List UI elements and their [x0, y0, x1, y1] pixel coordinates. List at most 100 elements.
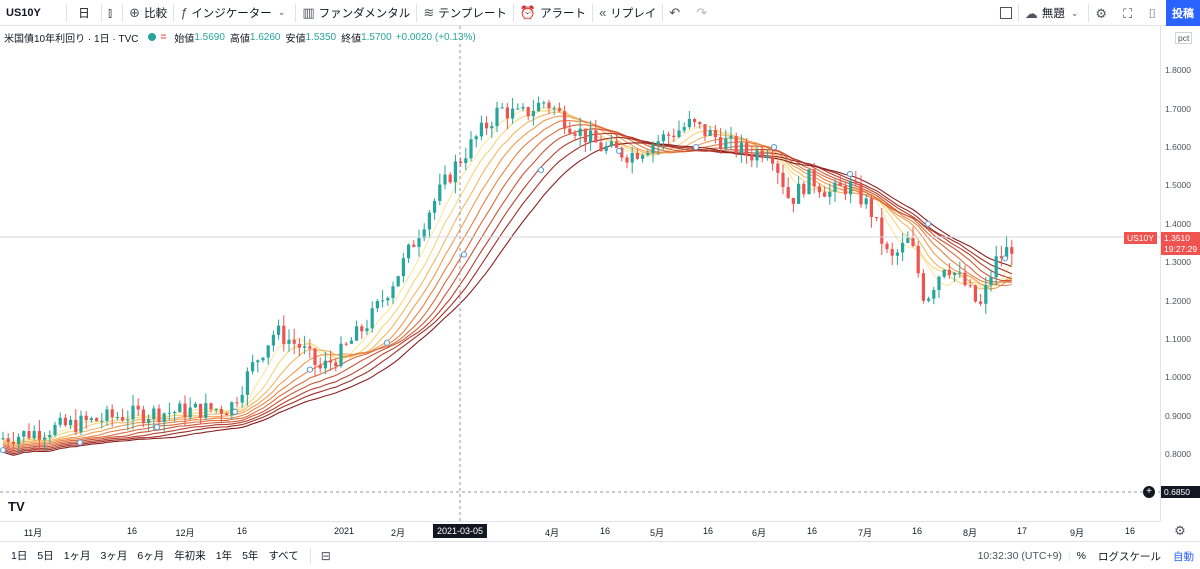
clock[interactable]: 10:32:30 (UTC+9)	[977, 550, 1062, 562]
series-legend: 米国債10年利回り · 1日 · TVC = 始値 1.5690 高値 1.6260…	[4, 30, 476, 45]
candle-body	[687, 119, 691, 128]
layout-name-button[interactable]: ☁ 無題 ⌄	[1019, 0, 1089, 26]
symbol-search[interactable]: US10Y	[6, 6, 41, 19]
price-tick-label: 1.8000	[1165, 65, 1191, 76]
price-chart[interactable]: TV	[0, 26, 1160, 521]
square-icon	[999, 7, 1012, 19]
candle-body	[854, 181, 858, 184]
indicators-button[interactable]: ƒ インジケーター ⌄	[174, 0, 295, 26]
candle-body	[880, 217, 884, 244]
candle-body	[370, 308, 374, 329]
range-button[interactable]: 5年	[242, 550, 259, 562]
candle-body	[937, 276, 941, 291]
time-tick-label: 9月	[1069, 528, 1085, 538]
candle-body	[755, 150, 759, 161]
range-button[interactable]: 1年	[215, 550, 233, 562]
chart-type-button[interactable]: ⫾	[102, 0, 122, 26]
publish-button[interactable]: 投稿	[1166, 0, 1200, 26]
price-axis[interactable]: 1.8000 1.7000 1.6000 1.5000 1.4000 1.3000 1.20…	[1160, 26, 1200, 521]
range-button[interactable]: 1ヶ月	[63, 550, 91, 562]
close-value: 1.5700	[361, 31, 392, 43]
candle-body	[994, 256, 998, 278]
redo-icon: ↷	[696, 5, 708, 20]
candle-body	[651, 144, 655, 154]
candle-body	[464, 158, 468, 164]
time-axis[interactable]: 11月 16 12月 16 2021 2月 16 4月 16 5月 16 6月 16 7月 16 8月 17 9月…	[0, 521, 1160, 541]
candlestick-series	[1, 96, 1014, 454]
price-tick-label: 0.8000	[1165, 449, 1191, 459]
candle-body	[557, 108, 561, 112]
candle-body	[516, 108, 520, 110]
template-icon: ≋	[423, 5, 435, 20]
divider	[1088, 4, 1090, 22]
candle-body	[141, 409, 145, 423]
compare-button[interactable]: ⊕ 比較	[123, 0, 173, 26]
candle-body	[604, 146, 608, 151]
templates-button[interactable]: ≋ テンプレート	[417, 0, 513, 26]
candle-body	[188, 407, 192, 418]
candle-body	[869, 198, 873, 218]
candle-body	[656, 141, 660, 145]
fundamentals-button[interactable]: ▥ ファンダメンタル	[296, 0, 416, 26]
range-button[interactable]: 3ヶ月	[100, 550, 128, 562]
range-button[interactable]: 1日	[11, 550, 28, 562]
auto-scale-toggle[interactable]: 自動	[1173, 550, 1194, 563]
time-tick-label: 5月	[649, 528, 665, 538]
log-scale-toggle[interactable]: ログスケール	[1098, 550, 1161, 563]
redo-button[interactable]: ↷	[690, 0, 717, 26]
candle-body	[573, 133, 577, 136]
candle-body	[183, 403, 187, 418]
fullscreen-button[interactable]: ⛶	[1117, 0, 1142, 26]
crosshair-add-icon[interactable]: +	[1143, 486, 1155, 498]
snapshot-button[interactable]: ⌷	[1142, 0, 1166, 26]
candle-body	[979, 301, 983, 304]
candle-body	[703, 124, 707, 136]
alerts-button[interactable]: ⏰ アラート	[514, 0, 592, 26]
moving-average-line	[2, 106, 1013, 443]
candle-body	[74, 419, 78, 433]
signal-marker	[460, 251, 468, 258]
candle-body	[157, 408, 161, 423]
range-button[interactable]: 5日	[37, 550, 54, 562]
moving-average-line	[2, 132, 1012, 453]
time-tick-label: 16	[599, 526, 611, 536]
candle-body	[625, 157, 629, 163]
plus-circle-icon: ⊕	[129, 5, 141, 20]
candle-body	[609, 141, 613, 147]
range-button[interactable]: すべて	[268, 550, 299, 562]
candle-body	[802, 183, 806, 195]
unit-label: pct	[1175, 32, 1193, 44]
interval-button[interactable]: 日	[78, 7, 90, 20]
candle-body	[672, 135, 676, 138]
layout-toggle[interactable]	[994, 0, 1018, 26]
tradingview-logo: TV	[8, 499, 25, 514]
signal-markers	[0, 143, 1009, 454]
axis-settings-button[interactable]: ⚙	[1160, 521, 1200, 541]
candle-body	[318, 364, 322, 369]
settings-button[interactable]: ⚙	[1089, 0, 1117, 26]
date-range-icon[interactable]: ⊟	[320, 548, 331, 563]
range-button[interactable]: 6ヶ月	[137, 550, 165, 562]
candle-body	[973, 285, 977, 302]
percent-toggle[interactable]: %	[1076, 550, 1086, 562]
candle-body	[459, 161, 463, 164]
series-title[interactable]: 米国債10年利回り · 1日 · TVC	[4, 33, 139, 45]
undo-button[interactable]: ↶	[663, 0, 690, 26]
time-tick-label: 11月	[23, 528, 43, 538]
time-tick-label: 8月	[962, 528, 978, 538]
candle-body	[58, 417, 62, 425]
candle-body	[245, 371, 249, 395]
candle-body	[495, 107, 499, 127]
divider	[512, 3, 514, 22]
replay-button[interactable]: «リプレイ	[593, 0, 662, 26]
candle-body	[958, 272, 962, 274]
candle-body	[199, 403, 203, 418]
candle-body	[771, 155, 775, 164]
candle-body	[589, 130, 593, 143]
candle-body	[79, 415, 83, 433]
range-button[interactable]: 年初来	[174, 550, 206, 562]
candle-body	[1010, 247, 1014, 254]
candle-body	[817, 186, 821, 193]
candle-body	[760, 150, 764, 158]
candle-body	[776, 163, 780, 173]
